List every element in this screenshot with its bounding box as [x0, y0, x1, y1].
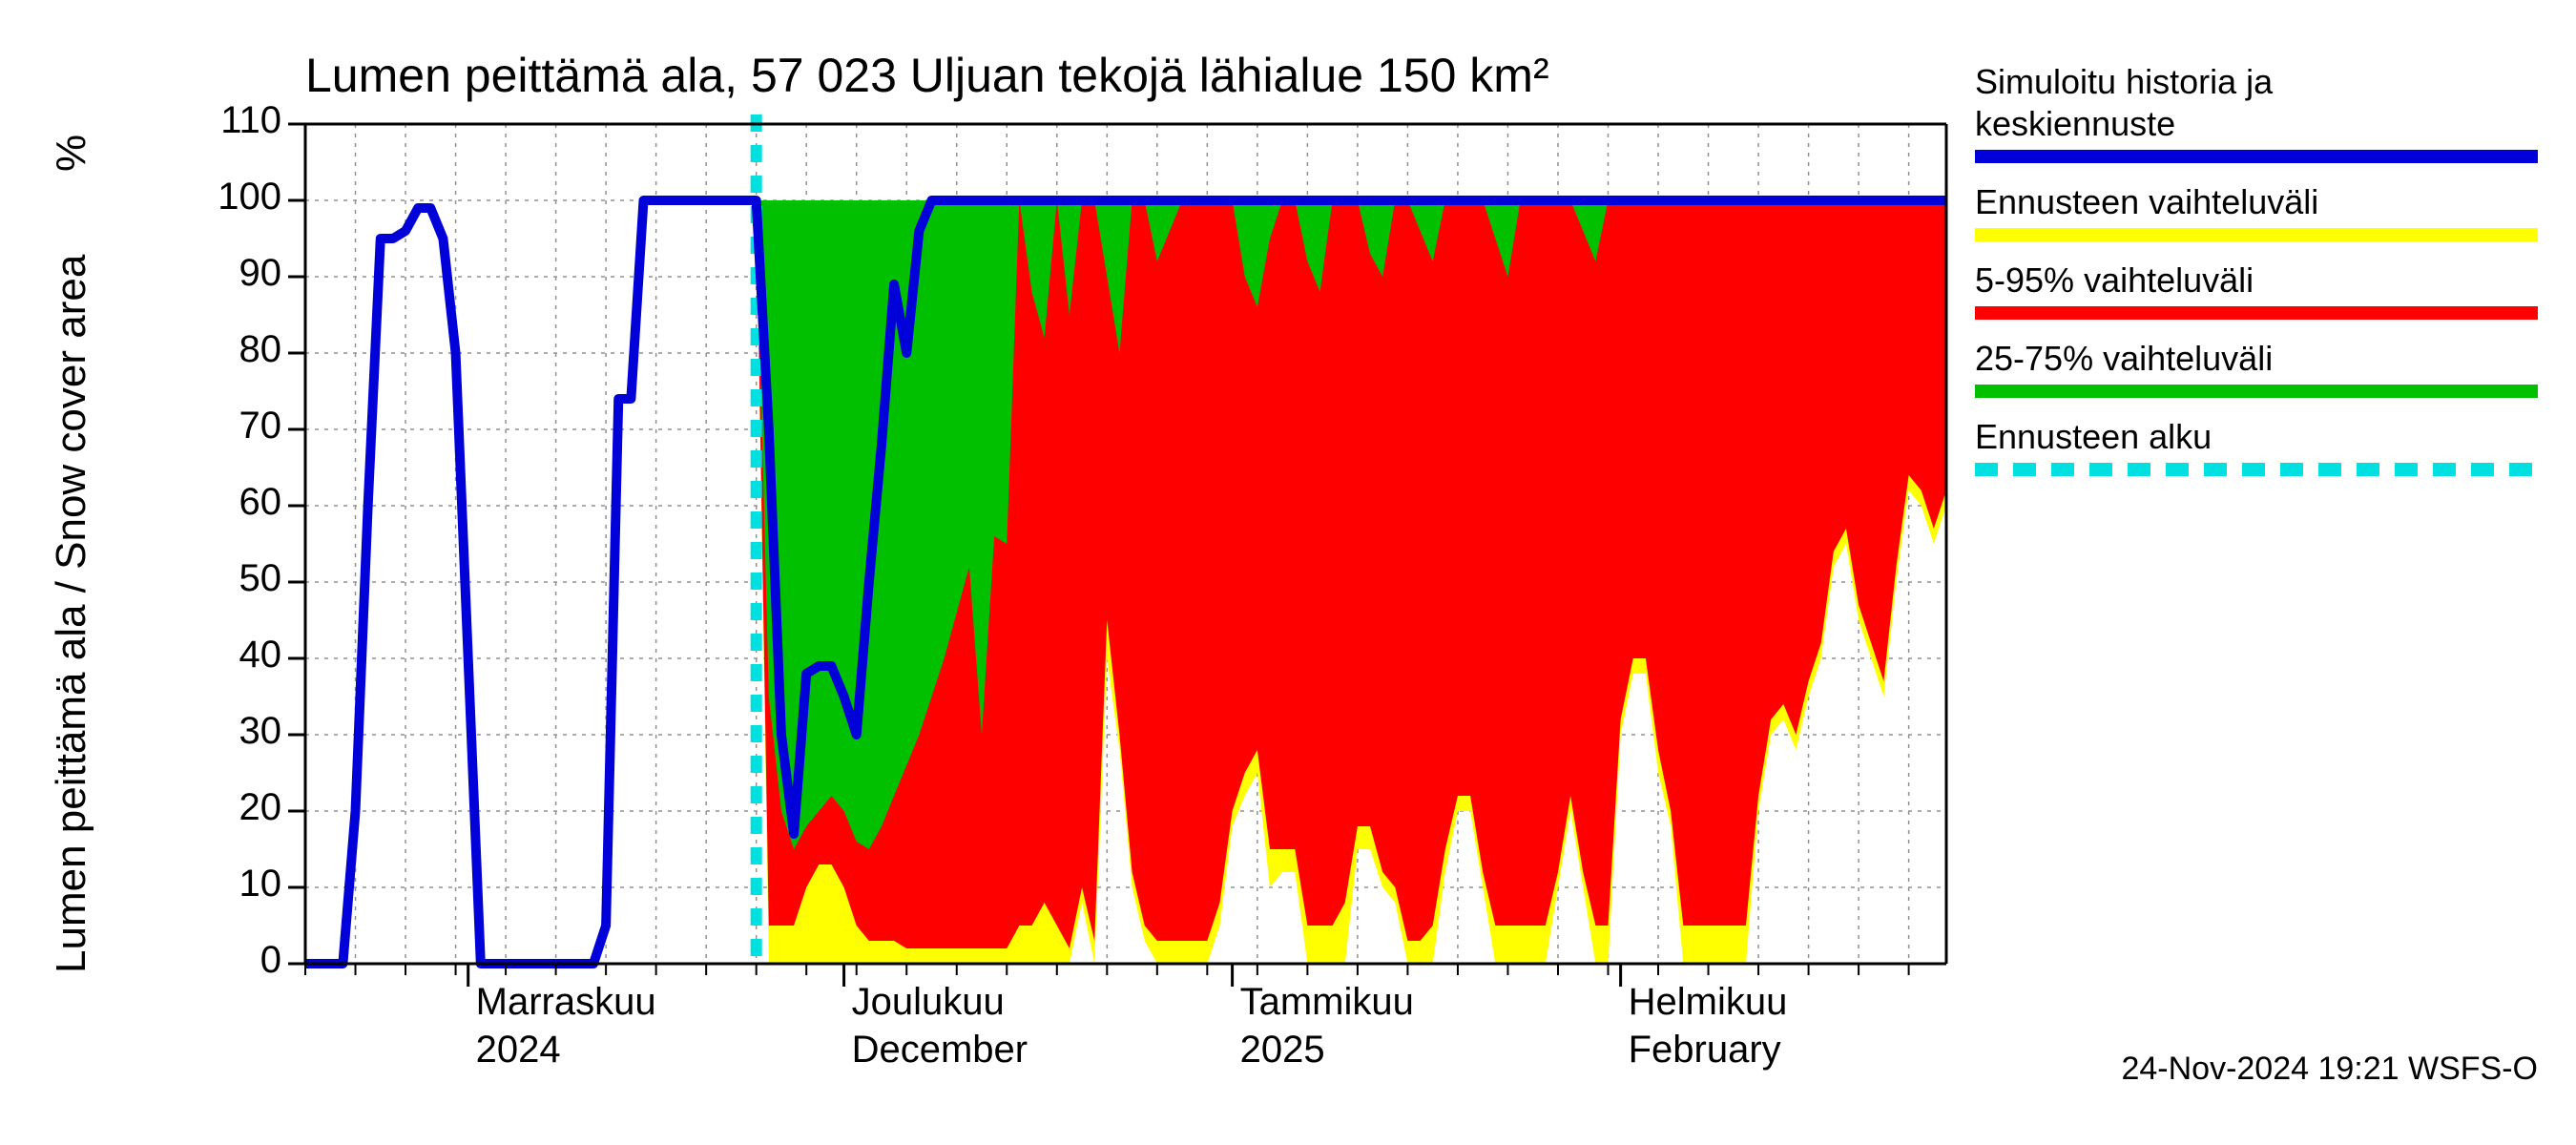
x-tick-label-top: Joulukuu	[852, 981, 1005, 1024]
chart-container: Lumen peittämä ala, 57 023 Uljuan tekojä…	[0, 0, 2576, 1145]
y-tick-label: 0	[181, 939, 281, 982]
y-tick-label: 40	[181, 634, 281, 677]
legend-label: Simuloitu historia ja	[1975, 62, 2273, 102]
y-tick-label: 90	[181, 252, 281, 295]
x-tick-label-top: Tammikuu	[1240, 981, 1414, 1024]
y-tick-label: 70	[181, 405, 281, 448]
y-axis-unit: %	[48, 135, 95, 172]
y-tick-label: 20	[181, 786, 281, 829]
legend-swatch	[1975, 228, 2538, 241]
y-tick-label: 100	[181, 176, 281, 219]
legend-swatch	[1975, 306, 2538, 320]
y-tick-label: 50	[181, 557, 281, 600]
x-tick-label-bot: December	[852, 1029, 1028, 1072]
legend-swatch	[1975, 150, 2538, 163]
y-tick-label: 110	[181, 99, 281, 142]
chart-title: Lumen peittämä ala, 57 023 Uljuan tekojä…	[305, 48, 1549, 103]
y-tick-label: 80	[181, 328, 281, 371]
x-tick-label-top: Marraskuu	[476, 981, 656, 1024]
x-tick-label-bot: 2025	[1240, 1029, 1325, 1072]
legend-label: 5-95% vaihteluväli	[1975, 260, 2254, 301]
footer-timestamp: 24-Nov-2024 19:21 WSFS-O	[2121, 1051, 2538, 1088]
y-axis-label: Lumen peittämä ala / Snow cover area	[48, 255, 95, 973]
legend-label: Ennusteen alku	[1975, 417, 2212, 457]
y-tick-label: 60	[181, 481, 281, 524]
legend-label: Ennusteen vaihteluväli	[1975, 182, 2318, 222]
x-tick-label-top: Helmikuu	[1629, 981, 1788, 1024]
legend-swatch	[1975, 385, 2538, 398]
x-tick-label-bot: February	[1629, 1029, 1781, 1072]
legend-swatch	[1975, 463, 2538, 476]
legend-label: keskiennuste	[1975, 104, 2175, 144]
legend-label: 25-75% vaihteluväli	[1975, 339, 2273, 379]
y-tick-label: 30	[181, 710, 281, 753]
y-tick-label: 10	[181, 863, 281, 906]
x-tick-label-bot: 2024	[476, 1029, 561, 1072]
plot-area	[305, 124, 1946, 964]
